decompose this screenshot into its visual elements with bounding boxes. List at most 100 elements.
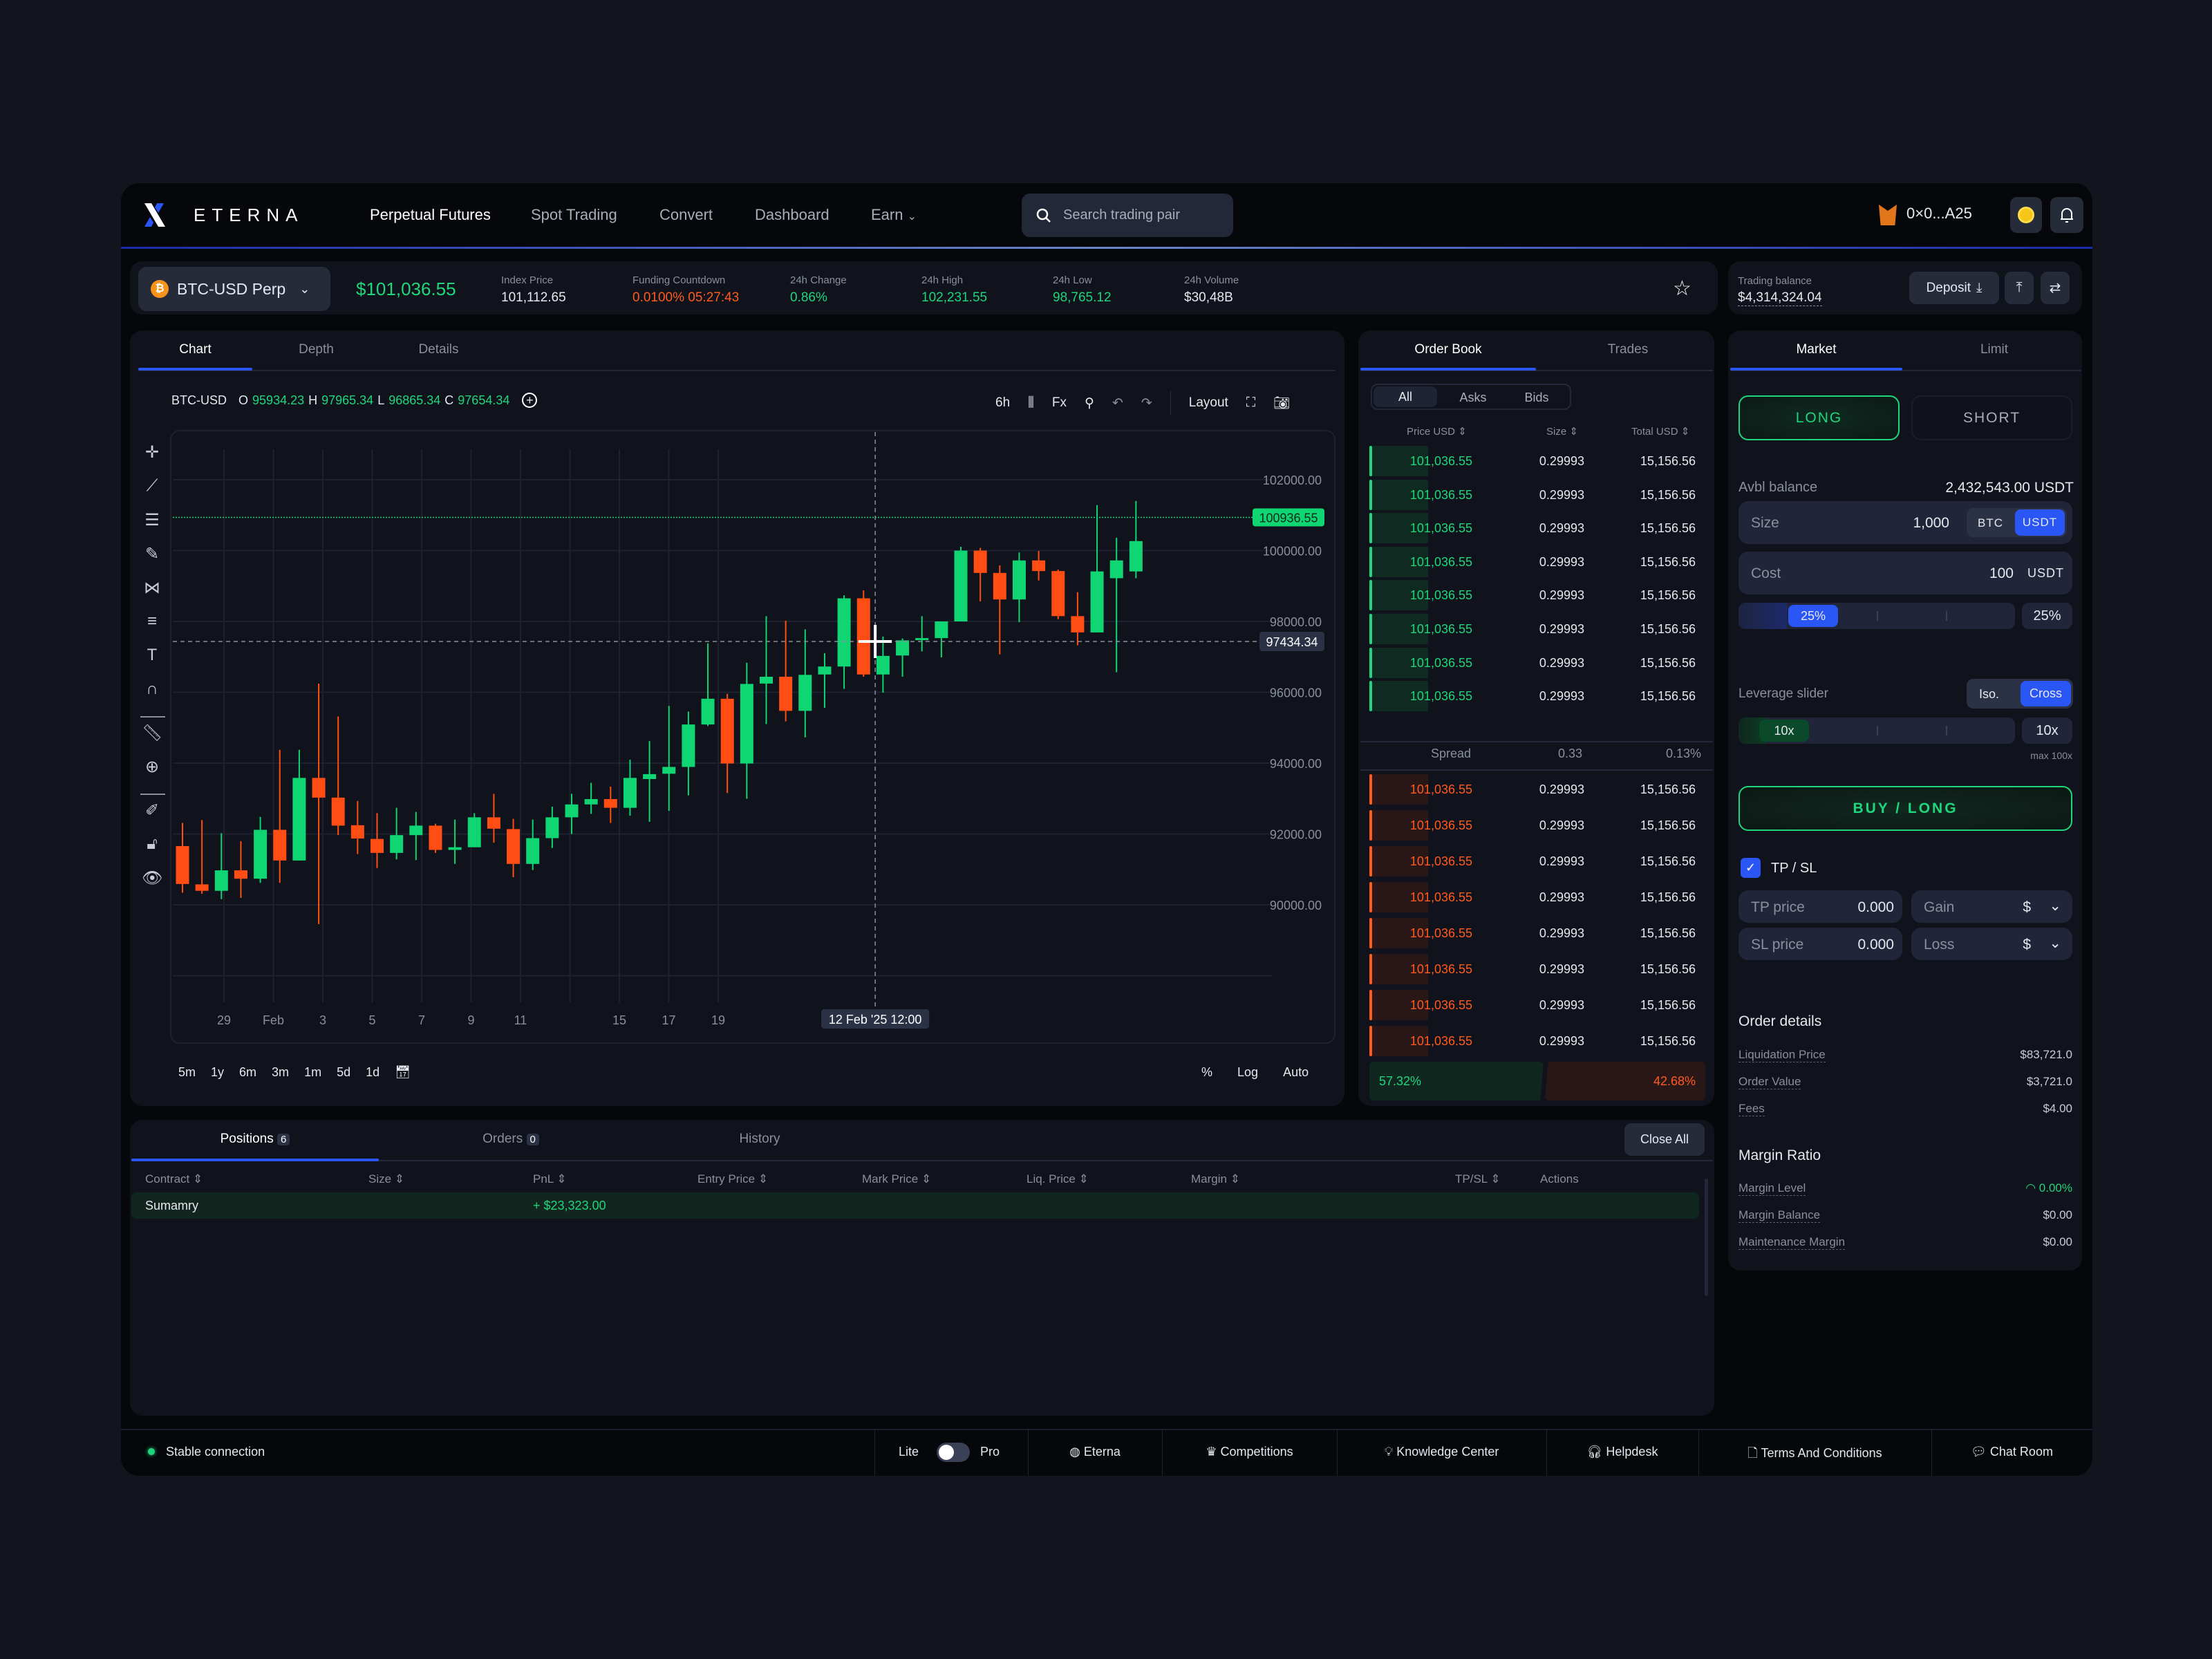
- ask-row[interactable]: 101,036.55 0.29993 15,156.56: [1369, 774, 1705, 805]
- size-slider-thumb[interactable]: 25%: [1788, 605, 1838, 627]
- withdraw-button[interactable]: ⤒: [2005, 272, 2034, 304]
- search-icon[interactable]: ⚲: [1085, 395, 1094, 411]
- short-button[interactable]: SHORT: [1911, 395, 2072, 440]
- interval-button[interactable]: 6h: [995, 395, 1011, 410]
- filter-asks[interactable]: Asks: [1459, 391, 1487, 404]
- fib-icon[interactable]: ≡: [147, 612, 157, 630]
- bid-row[interactable]: 101,036.55 0.29993 15,156.56: [1369, 681, 1705, 712]
- nav-convert[interactable]: Convert: [659, 206, 713, 223]
- sl-price-value[interactable]: 0.000: [1857, 937, 1894, 953]
- range-3m[interactable]: 3m: [272, 1065, 290, 1079]
- leverage-slider-thumb[interactable]: 10x: [1759, 720, 1809, 742]
- lock-icon[interactable]: 🔓︎: [147, 834, 158, 853]
- redo-icon[interactable]: ↷: [1141, 395, 1152, 411]
- bid-row[interactable]: 101,036.55 0.29993 15,156.56: [1369, 580, 1705, 611]
- undo-icon[interactable]: ↶: [1112, 395, 1123, 411]
- column-header[interactable]: Contract ⇕: [145, 1172, 203, 1186]
- eterna-logo-icon[interactable]: [142, 202, 167, 228]
- unit-usdt[interactable]: USDT: [2015, 509, 2065, 536]
- footer-link[interactable]: 💬︎ Chat Room: [1931, 1445, 2092, 1459]
- bid-row[interactable]: 101,036.55 0.29993 15,156.56: [1369, 513, 1705, 544]
- eye-icon[interactable]: 👁︎: [142, 869, 163, 888]
- bid-row[interactable]: 101,036.55 0.29993 15,156.56: [1369, 446, 1705, 476]
- tp-price-value[interactable]: 0.000: [1857, 899, 1894, 915]
- chart-plot-area[interactable]: [170, 430, 1335, 1044]
- tab-positions[interactable]: Positions 6: [131, 1132, 379, 1147]
- range-6m[interactable]: 6m: [239, 1065, 257, 1079]
- crosshair-icon[interactable]: ✛: [144, 443, 160, 462]
- tab-orders[interactable]: Orders 0: [387, 1132, 635, 1147]
- lock-drawing-icon[interactable]: ✐: [144, 801, 160, 820]
- range-1m[interactable]: 1m: [304, 1065, 322, 1079]
- ask-row[interactable]: 101,036.55 0.29993 15,156.56: [1369, 882, 1705, 912]
- loss-unit[interactable]: $: [2023, 937, 2031, 953]
- column-header[interactable]: Liq. Price ⇕: [1027, 1172, 1089, 1186]
- gain-unit[interactable]: $: [2023, 899, 2031, 915]
- filter-bids[interactable]: Bids: [1524, 391, 1549, 404]
- transfer-button[interactable]: ⇄: [2041, 272, 2070, 304]
- pair-selector[interactable]: ₿ BTC-USD Perp ⌄: [138, 267, 330, 311]
- camera-icon[interactable]: 📷︎: [1273, 396, 1291, 411]
- ask-row[interactable]: 101,036.55 0.29993 15,156.56: [1369, 918, 1705, 948]
- trend-line-icon[interactable]: ⟋: [146, 476, 158, 495]
- bid-row[interactable]: 101,036.55 0.29993 15,156.56: [1369, 614, 1705, 644]
- nav-earn[interactable]: Earn ⌄: [871, 206, 917, 224]
- column-header[interactable]: TP/SL ⇕: [1455, 1172, 1501, 1186]
- zoom-in-icon[interactable]: ⊕: [144, 758, 160, 776]
- ask-row[interactable]: 101,036.55 0.29993 15,156.56: [1369, 954, 1705, 984]
- tp-price-field[interactable]: TP price 0.000: [1738, 890, 1902, 923]
- tab-details[interactable]: Details: [418, 342, 459, 357]
- footer-link[interactable]: 🗋 Terms And Conditions: [1698, 1445, 1931, 1465]
- column-header[interactable]: Size ⇕: [368, 1172, 404, 1186]
- nav-spot-trading[interactable]: Spot Trading: [531, 206, 617, 223]
- range-1y[interactable]: 1y: [211, 1065, 225, 1079]
- bid-row[interactable]: 101,036.55 0.29993 15,156.56: [1369, 647, 1705, 678]
- column-header[interactable]: Entry Price ⇕: [697, 1172, 768, 1186]
- lite-pro-toggle[interactable]: [937, 1443, 970, 1462]
- footer-link[interactable]: ♛ Competitions: [1162, 1445, 1337, 1459]
- tab-depth[interactable]: Depth: [299, 342, 334, 357]
- ruler-icon[interactable]: 📏︎: [142, 724, 163, 742]
- buy-long-button[interactable]: BUY / LONG: [1738, 786, 2072, 831]
- range-5m[interactable]: 5m: [178, 1065, 196, 1079]
- bid-row[interactable]: 101,036.55 0.29993 15,156.56: [1369, 546, 1705, 577]
- positions-scrollbar[interactable]: [1705, 1179, 1708, 1296]
- sl-price-field[interactable]: SL price 0.000: [1738, 928, 1902, 960]
- nav-dashboard[interactable]: Dashboard: [755, 206, 830, 223]
- column-header[interactable]: Mark Price ⇕: [862, 1172, 931, 1186]
- indicators-button[interactable]: Fx: [1051, 395, 1067, 410]
- layout-button[interactable]: Layout: [1188, 395, 1228, 410]
- size-slider[interactable]: 25%: [1738, 603, 2015, 629]
- magnet-icon[interactable]: ∩: [146, 679, 158, 698]
- bid-row[interactable]: 101,036.55 0.29993 15,156.56: [1369, 479, 1705, 510]
- header-price[interactable]: Price USD ⇕: [1407, 425, 1467, 438]
- tab-market[interactable]: Market: [1796, 342, 1837, 357]
- mode-iso[interactable]: Iso.: [1979, 687, 2000, 701]
- size-field[interactable]: Size 1,000 BTC USDT: [1738, 501, 2072, 544]
- brush-icon[interactable]: ✎: [144, 545, 160, 563]
- ask-row[interactable]: 101,036.55 0.29993 15,156.56: [1369, 846, 1705, 877]
- chevron-down-icon[interactable]: ⌄: [2049, 898, 2061, 914]
- leverage-slider[interactable]: 10x: [1738, 718, 2015, 744]
- footer-link[interactable]: 💡︎ Knowledge Center: [1337, 1445, 1546, 1459]
- add-indicator-icon[interactable]: +: [522, 393, 538, 408]
- log-scale-button[interactable]: Log: [1237, 1065, 1259, 1079]
- range-1d[interactable]: 1d: [366, 1065, 380, 1079]
- loss-field[interactable]: Loss $ ⌄: [1911, 928, 2072, 960]
- header-size[interactable]: Size ⇕: [1546, 425, 1578, 438]
- footer-link[interactable]: ◍ Eterna: [1028, 1445, 1162, 1459]
- mode-cross[interactable]: Cross: [2021, 681, 2071, 706]
- horizontal-lines-icon[interactable]: ☰: [144, 511, 160, 529]
- search-input[interactable]: Search trading pair: [1022, 194, 1233, 237]
- tab-chart[interactable]: Chart: [179, 342, 212, 357]
- tab-limit[interactable]: Limit: [1980, 342, 2009, 357]
- fullscreen-icon[interactable]: ⛶: [1246, 395, 1256, 410]
- ask-row[interactable]: 101,036.55 0.29993 15,156.56: [1369, 1026, 1705, 1056]
- auto-scale-button[interactable]: Auto: [1283, 1065, 1309, 1079]
- coin-button[interactable]: [2010, 197, 2042, 233]
- percent-scale-button[interactable]: %: [1201, 1065, 1213, 1079]
- long-button[interactable]: LONG: [1738, 395, 1900, 440]
- filter-all[interactable]: All: [1374, 386, 1437, 407]
- chevron-down-icon[interactable]: ⌄: [2049, 935, 2061, 951]
- size-percent-box[interactable]: 25%: [2022, 603, 2072, 629]
